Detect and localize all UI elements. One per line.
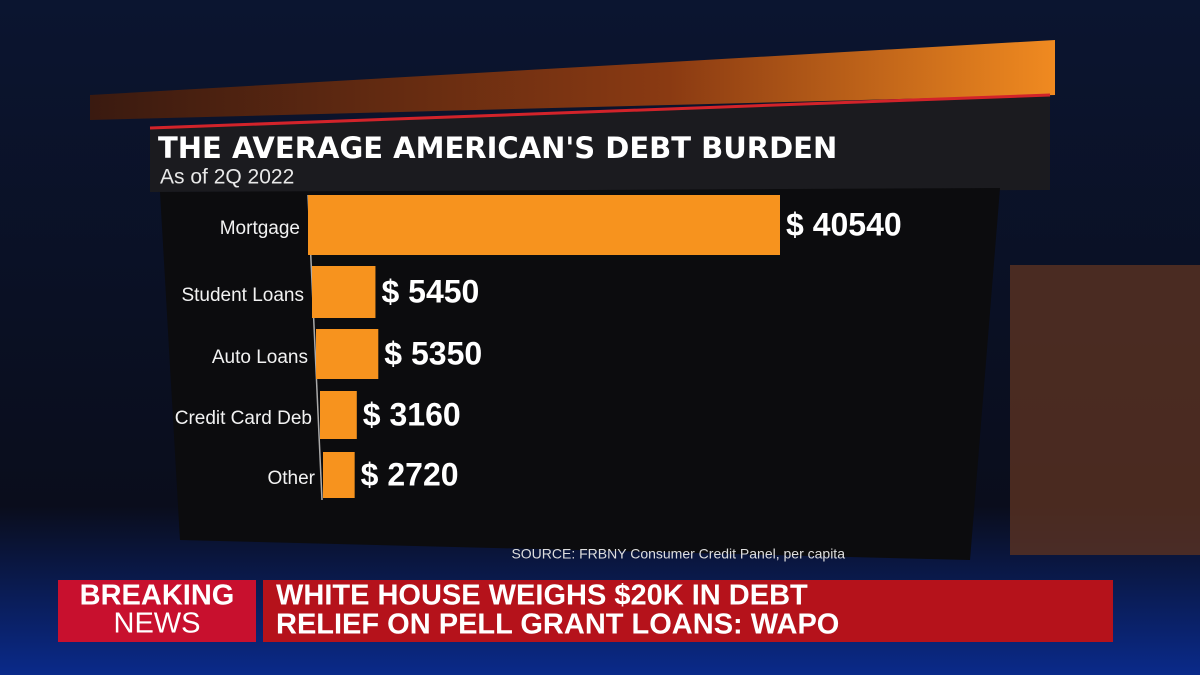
category-label: Credit Card Deb [175,408,312,429]
bar [323,452,355,498]
screen-header-strip [90,40,1055,120]
source-note: SOURCE: FRBNY Consumer Credit Panel, per… [511,546,845,562]
category-label: Other [267,468,315,489]
bar [320,391,357,439]
headline-bar [263,580,1113,642]
title-rule [149,93,1051,130]
breaking-label: BREAKING [80,580,235,612]
chart-subtitle: As of 2Q 2022 [160,166,294,189]
bar [316,329,379,379]
title-band [150,95,1050,192]
bar [312,266,376,318]
bar [308,195,780,255]
value-label: $ 5350 [384,335,482,371]
category-label: Student Loans [181,285,304,306]
breaking-tag [58,580,256,642]
value-label: $ 3160 [363,396,461,432]
chart-title: THE AVERAGE AMERICAN'S DEBT BURDEN [158,131,837,165]
category-label: Mortgage [220,218,300,239]
category-label: Auto Loans [212,347,308,368]
value-label: $ 2720 [361,456,459,492]
news-label: NEWS [114,608,201,640]
headline-line: RELIEF ON PELL GRANT LOANS: WAPO [276,609,839,641]
value-label: $ 5450 [381,273,479,309]
headline-line: WHITE HOUSE WEIGHS $20K IN DEBT [276,580,808,612]
studio-wall [1010,265,1200,555]
value-label: $ 40540 [786,206,902,242]
